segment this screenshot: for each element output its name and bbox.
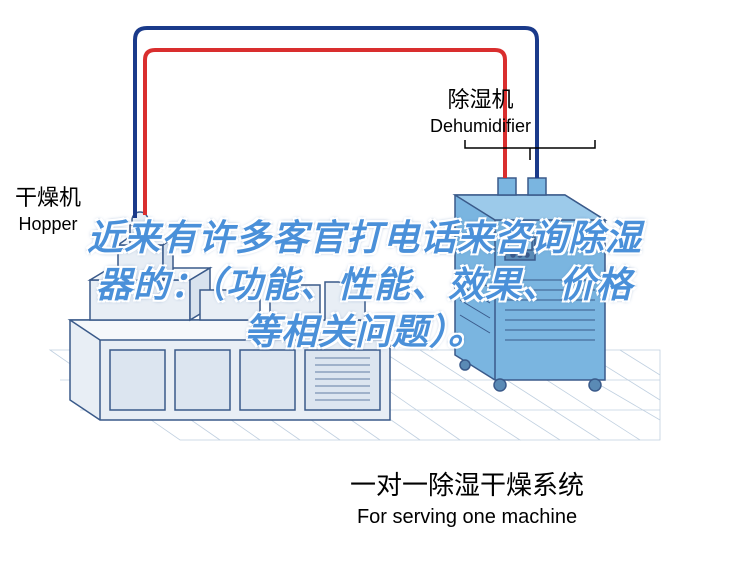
- dehumidifier-bracket: [465, 140, 595, 160]
- hopper-label: 干燥机 Hopper: [15, 180, 81, 235]
- hopper-label-cn: 干燥机: [15, 180, 81, 212]
- system-label-en: For serving one machine: [350, 506, 584, 529]
- marketing-overlay-text: 近来有许多客官打电话来咨询除湿器的：（功能、性能、效果、价格等相关问题）。: [85, 215, 645, 355]
- dehumidifier-label: 除湿机 Dehumidifier: [430, 82, 531, 137]
- dehumidifier-label-en: Dehumidifier: [430, 116, 531, 137]
- hopper-label-en: Hopper: [15, 214, 81, 235]
- dehumidifier-label-cn: 除湿机: [430, 82, 531, 114]
- system-label: 一对一除湿干燥系统 For serving one machine: [350, 465, 584, 529]
- system-label-cn: 一对一除湿干燥系统: [350, 465, 584, 502]
